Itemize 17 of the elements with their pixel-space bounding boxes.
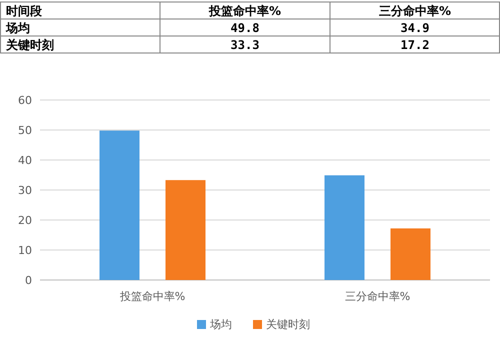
legend-label: 场均 — [209, 318, 232, 331]
y-tick-label: 20 — [18, 214, 32, 227]
y-tick-label: 40 — [18, 154, 32, 167]
data-label: 34.9 — [400, 21, 430, 35]
data-label: 17.2 — [400, 38, 430, 52]
legend-title: 时间段 — [6, 4, 43, 18]
y-tick-label: 30 — [18, 184, 32, 197]
data-label: 49.8 — [230, 21, 260, 35]
legend-label: 关键时刻 — [266, 318, 310, 331]
y-tick-label: 50 — [18, 124, 32, 137]
data-label: 33.3 — [230, 38, 260, 52]
y-tick-label: 0 — [25, 274, 32, 287]
table: 时间段 投篮命中率% 三分命中率% 场均 49.8 34.9 关键时刻 33.3 17.2 — [0, 2, 500, 54]
x-tick-label: 投篮命中率% — [118, 290, 186, 303]
x-tick-label: 三分命中率% — [344, 290, 410, 303]
y-tick-label: 60 — [18, 94, 32, 107]
y-tick-label: 10 — [18, 244, 32, 257]
